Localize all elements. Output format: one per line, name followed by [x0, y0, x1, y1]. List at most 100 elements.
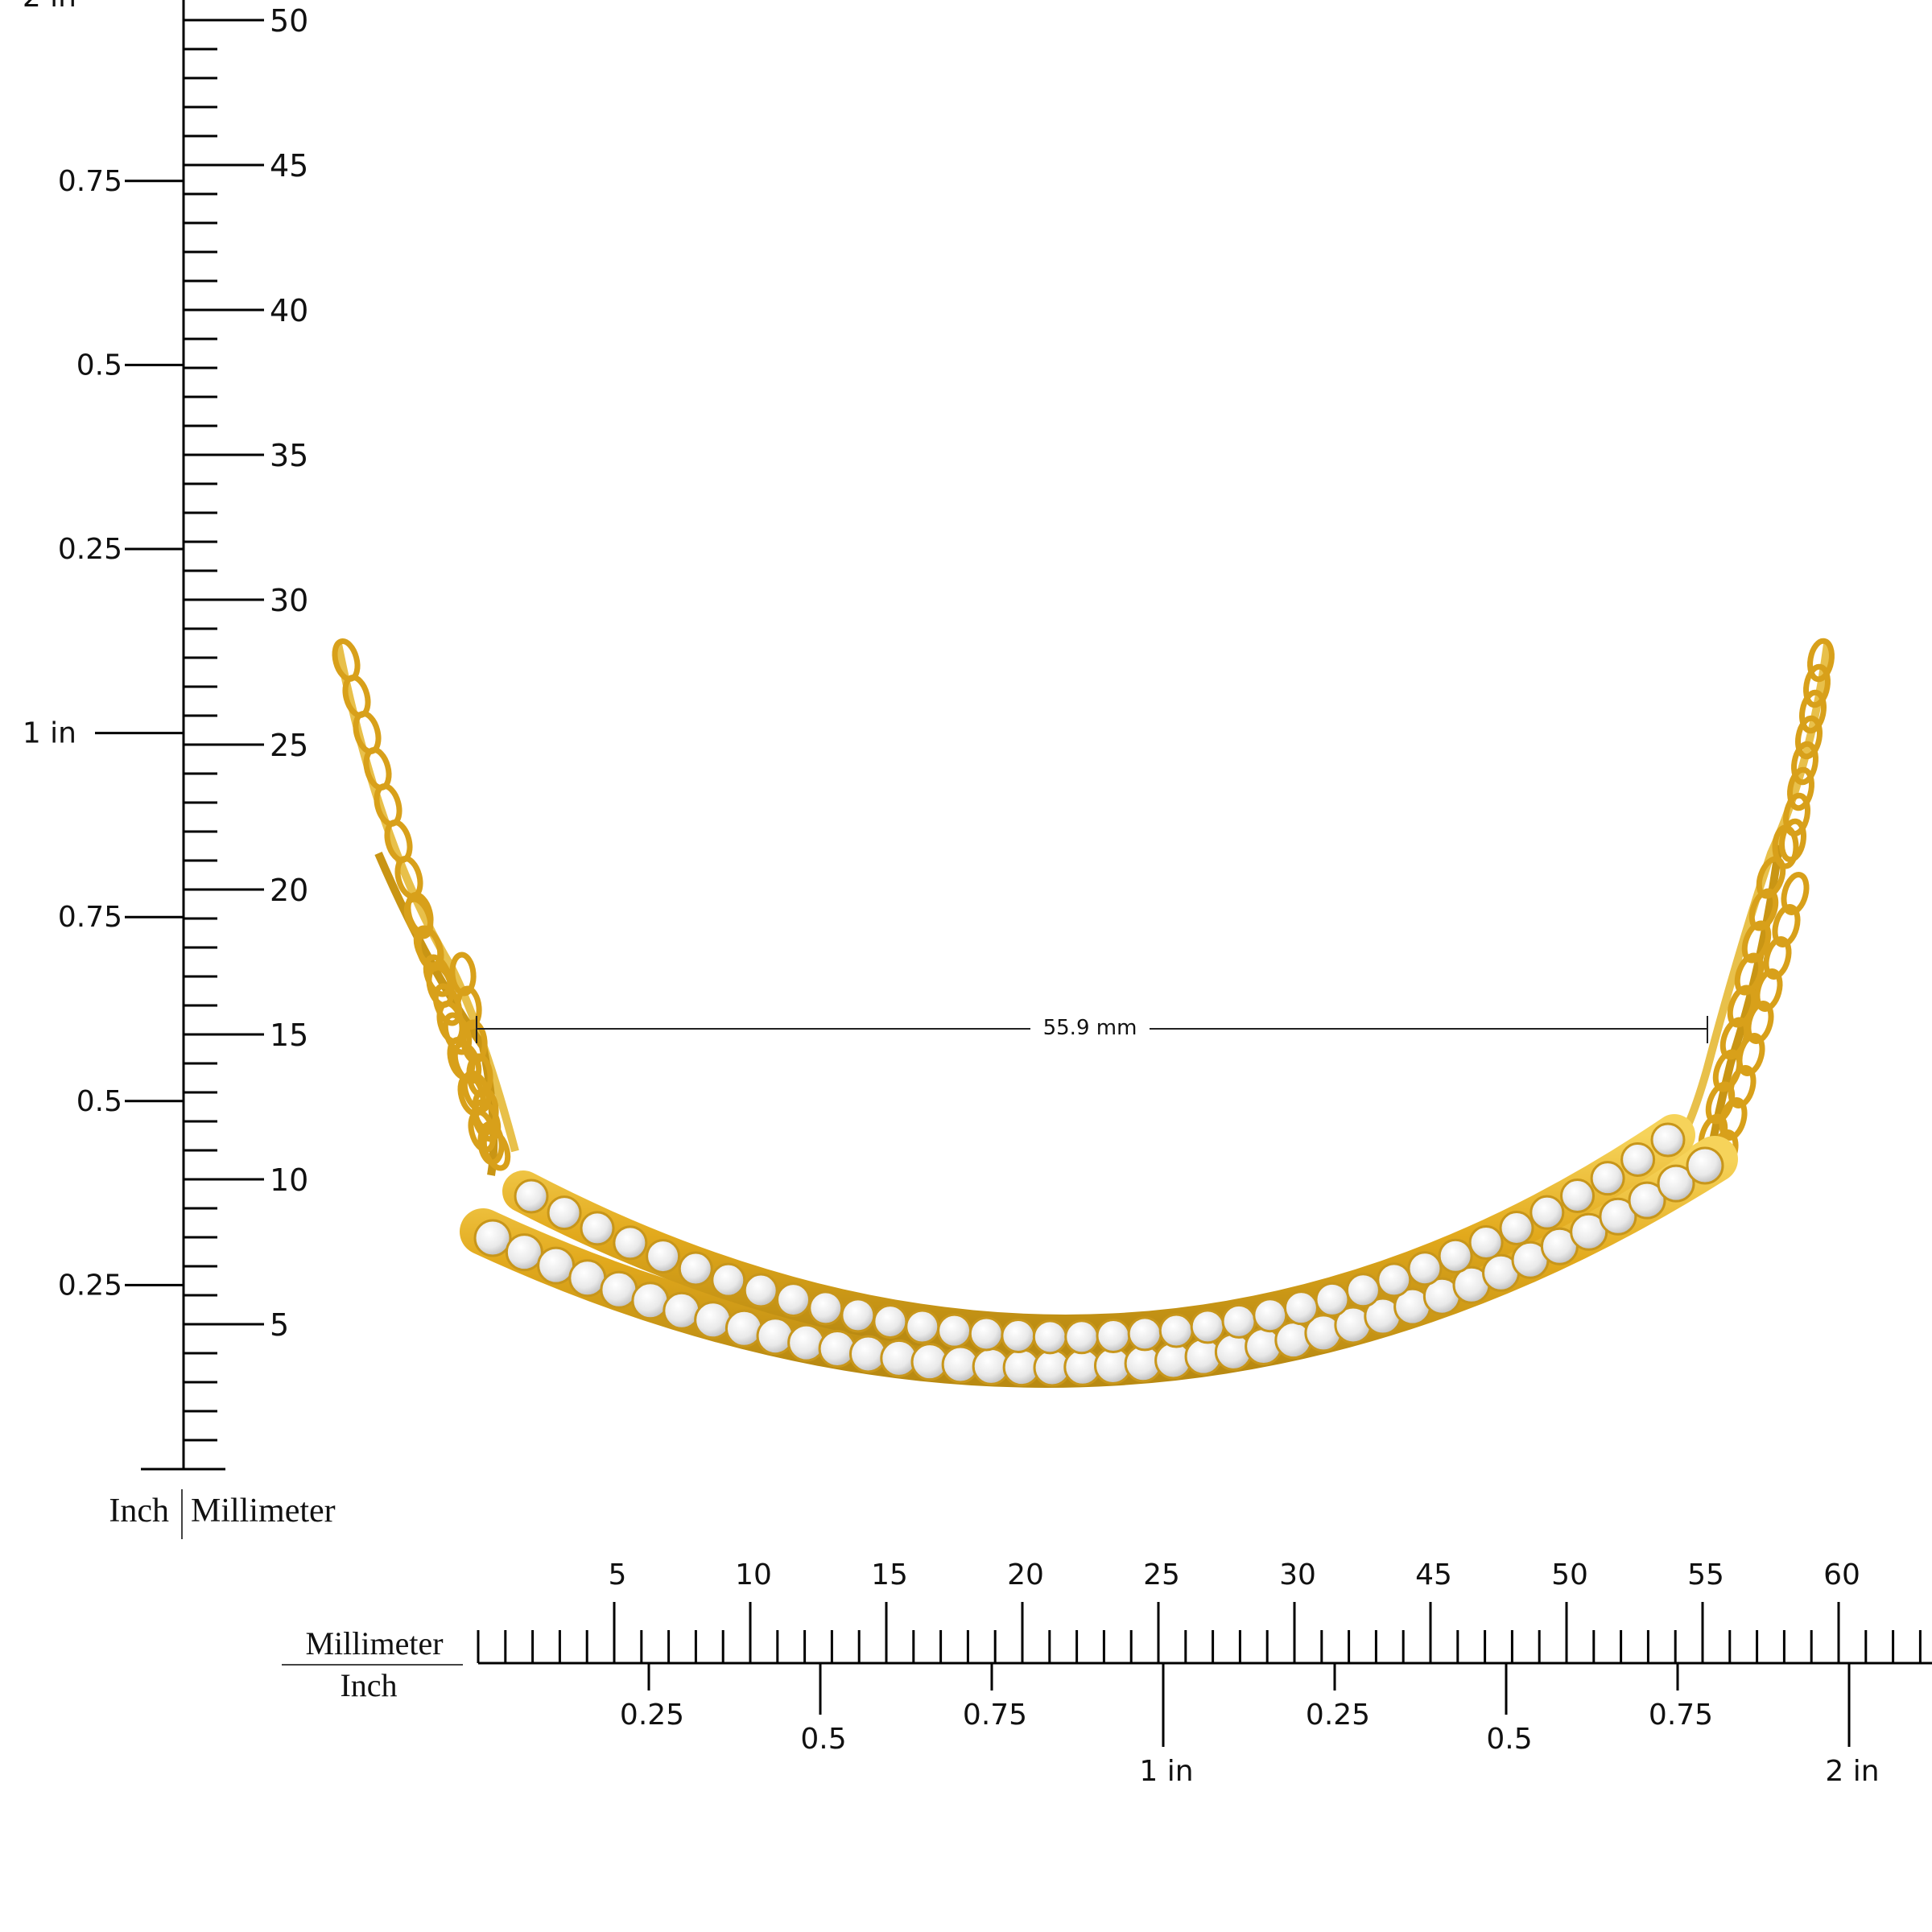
diamond-stone: [1407, 1251, 1443, 1286]
chain-link: [353, 711, 382, 754]
chain-link: [403, 896, 434, 939]
chain-link: [481, 1128, 511, 1171]
diamond-stone: [694, 1301, 733, 1340]
vertical-ruler-mm-labels: 5 10 15 20 25 30 35 40 45 50: [270, 3, 308, 1343]
diamond-stone: [1686, 1146, 1724, 1185]
chain-link: [1781, 872, 1810, 915]
chain-link: [1772, 904, 1801, 947]
left-chain: [332, 638, 519, 1176]
chain-link: [1803, 663, 1831, 708]
chain-link: [1799, 689, 1827, 734]
right-chain: [1670, 638, 1835, 1176]
diamond-stone: [1438, 1238, 1473, 1274]
necklace-diamonds-upper: [514, 1122, 1686, 1355]
horizontal-ruler-inch-label: 2 in: [1825, 1755, 1879, 1788]
chain-link: [466, 1053, 493, 1098]
diamond-stone: [1315, 1282, 1350, 1317]
chain-link: [1787, 766, 1814, 811]
chain-link: [1754, 968, 1783, 1012]
diamond-stone: [840, 1298, 876, 1333]
vertical-ruler-ticks: [184, 19, 264, 1442]
chain-link: [455, 985, 482, 1030]
diamond-stone: [1499, 1210, 1534, 1245]
diamond-stone: [1221, 1303, 1257, 1339]
diamond-stone: [711, 1262, 746, 1298]
horizontal-ruler-mm-label: 5: [609, 1558, 627, 1591]
vertical-ruler-inch-label: 1 in: [23, 717, 76, 750]
chain-link: [332, 638, 361, 682]
diamond-stone: [1599, 1197, 1637, 1236]
chain-link: [384, 819, 413, 863]
diamond-stone: [743, 1273, 778, 1308]
chain-link: [460, 1019, 488, 1064]
diamond-stone: [663, 1291, 701, 1330]
diamond-stone: [1590, 1161, 1625, 1196]
horizontal-ruler-mm-label: 30: [1279, 1558, 1316, 1591]
horizontal-ruler-ticks: [504, 1602, 1922, 1663]
diamond-stone: [1620, 1141, 1656, 1177]
vertical-ruler-mm-label: 20: [270, 873, 308, 908]
width-measurement-label: 55.9 mm: [1043, 1016, 1137, 1040]
horizontal-ruler: 5 10 15 20 25 30 45 50 55 60 0.250.50.751 in0.250…: [282, 1558, 1932, 1788]
horizontal-ruler-mm-caption: Millimeter: [305, 1625, 443, 1662]
vertical-ruler-mm-caption: Millimeter: [191, 1492, 336, 1530]
horizontal-ruler-inch-label: 0.5: [1486, 1723, 1532, 1756]
diamond-stone: [514, 1179, 549, 1214]
diamond-stone: [905, 1309, 940, 1344]
chain-link: [1719, 1097, 1748, 1141]
horizontal-ruler-inch-label: 0.5: [800, 1723, 846, 1756]
vertical-ruler-mm-label: 10: [270, 1162, 308, 1198]
diamond-stone: [547, 1195, 582, 1231]
vertical-ruler-inch-label: 2 in: [23, 0, 76, 14]
chain-link: [374, 783, 402, 827]
diamond-stone: [631, 1282, 670, 1320]
chain-link: [1807, 638, 1835, 683]
horizontal-ruler-inch-caption: Inch: [340, 1667, 397, 1703]
chain-link: [363, 747, 392, 791]
diamond-stone: [818, 1330, 857, 1368]
diamond-stone: [1158, 1313, 1194, 1348]
vertical-ruler-mm-label: 45: [270, 148, 308, 184]
diamond-stone: [937, 1313, 972, 1348]
diamond-stone: [580, 1211, 615, 1246]
diamond-stone: [1530, 1195, 1565, 1230]
diamond-stone: [678, 1251, 713, 1286]
diamond-stone: [537, 1246, 576, 1285]
diamond-stone: [1570, 1212, 1608, 1251]
horizontal-ruler-mm-label: 55: [1687, 1558, 1724, 1591]
horizontal-ruler-mm-label: 10: [735, 1558, 772, 1591]
chain-link: [477, 1121, 505, 1166]
chain-link: [1745, 1001, 1774, 1044]
diamond-stone: [1468, 1225, 1504, 1260]
necklace-photo: [332, 638, 1835, 1388]
width-dimension: 55.9 mm: [476, 1016, 1708, 1043]
chain-link: [449, 952, 477, 997]
necklace-diamonds-lower: [473, 1146, 1724, 1387]
vertical-ruler-mm-label: 30: [270, 583, 308, 618]
diamond-stone: [1127, 1316, 1162, 1352]
diamond-stone: [1096, 1319, 1131, 1353]
chain-link: [1748, 888, 1779, 931]
diamond-stone: [1650, 1122, 1686, 1158]
horizontal-ruler-mm-labels: 5 10 15 20 25 30 45 50 55 60: [609, 1558, 1860, 1591]
horizontal-ruler-inch-labels: 0.25 0.5 0.75 1 in 0.25 0.5 0.75 2 in: [620, 1663, 1880, 1788]
diamond-stone: [1283, 1290, 1319, 1326]
diamond-stone: [1001, 1319, 1036, 1354]
horizontal-ruler-inch-label: 0.75: [1649, 1699, 1713, 1732]
diamond-stone: [849, 1335, 887, 1373]
horizontal-ruler-mm-label: 45: [1415, 1558, 1452, 1591]
diamond-stone: [1064, 1319, 1100, 1355]
vertical-ruler-mm-label: 15: [270, 1018, 308, 1053]
chain-link: [1741, 920, 1772, 964]
horizontal-ruler-mm-label: 20: [1007, 1558, 1044, 1591]
chain-link: [423, 954, 453, 997]
diamond-stone: [613, 1225, 648, 1261]
horizontal-ruler-inch-label: 0.25: [1306, 1699, 1370, 1732]
diamond-stone: [787, 1323, 826, 1362]
horizontal-ruler-inch-label: 0.75: [963, 1699, 1027, 1732]
horizontal-ruler-mm-label: 15: [871, 1558, 908, 1591]
vertical-ruler-inch-labels: 0.25 0.5 0.75 1 in 0.25 0.5 0.75 2 in: [23, 0, 184, 1302]
diamond-stone: [473, 1219, 512, 1257]
